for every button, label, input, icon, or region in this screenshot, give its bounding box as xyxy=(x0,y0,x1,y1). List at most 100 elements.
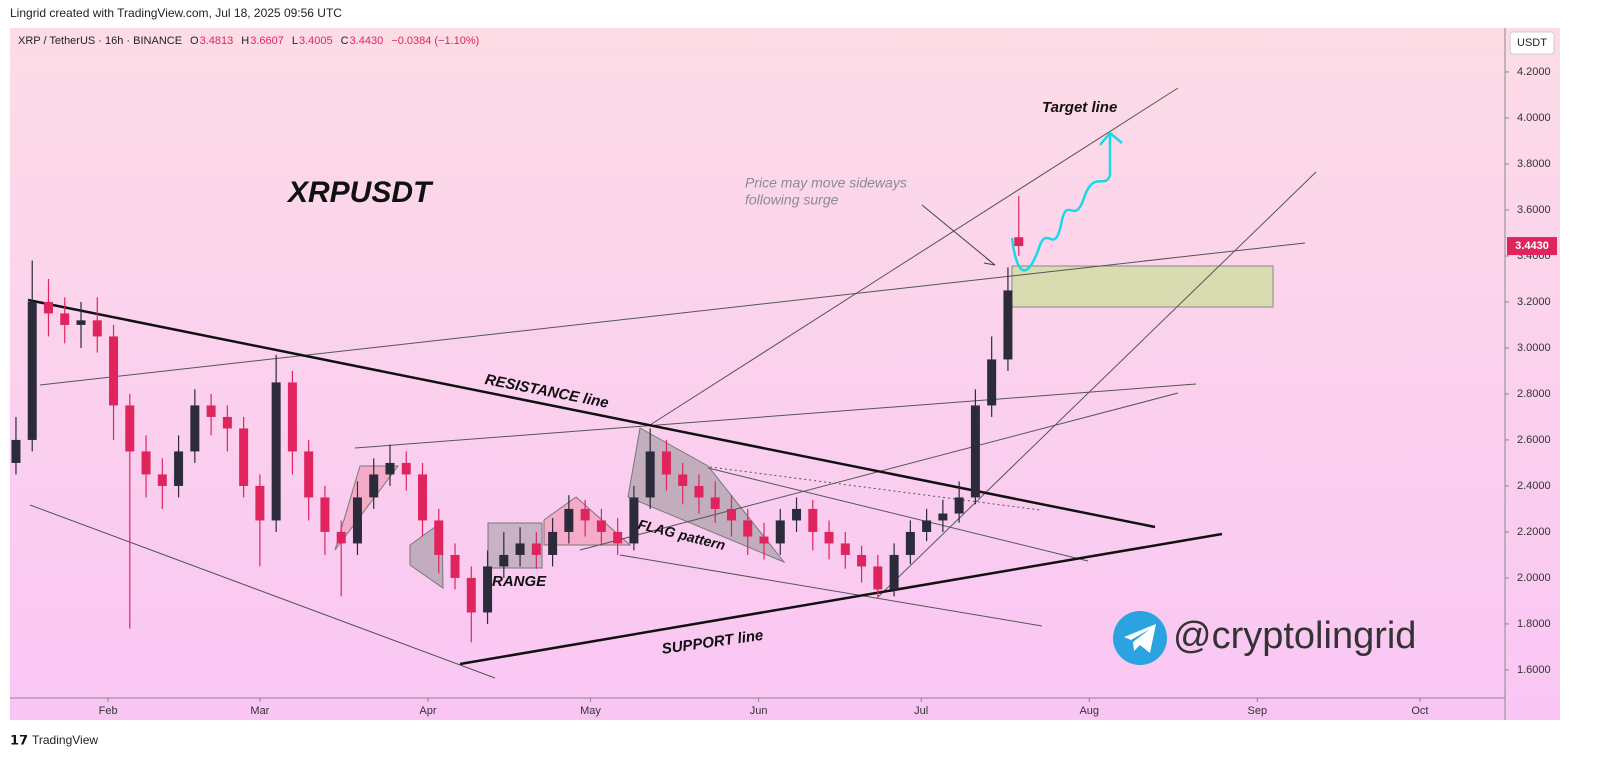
candle-body xyxy=(450,554,460,578)
trend-line xyxy=(39,242,1306,386)
candle-body xyxy=(1014,237,1024,247)
candle-body xyxy=(954,497,964,514)
candle-body xyxy=(174,451,184,486)
candle-body xyxy=(206,405,216,417)
brand-logo: 𝟭𝟳 xyxy=(10,732,28,747)
candle-body xyxy=(840,543,850,555)
y-tick-label: 2.6000 xyxy=(1517,434,1551,446)
legend-ohlc-label: L xyxy=(292,35,298,47)
last-price-label: 3.4430 xyxy=(1515,240,1549,252)
candle-body xyxy=(60,313,70,325)
axis-unit-box xyxy=(1509,31,1555,55)
candle-body xyxy=(857,554,867,567)
candle-body xyxy=(190,405,200,452)
candle-body xyxy=(694,485,704,498)
candle-body xyxy=(905,531,915,555)
y-tick-label: 3.2000 xyxy=(1517,296,1551,308)
candle-body xyxy=(970,405,980,498)
axis-unit: USDT xyxy=(1517,37,1547,49)
candle-body xyxy=(418,474,428,521)
target-zone xyxy=(1011,265,1274,308)
candle-body xyxy=(1003,290,1013,360)
candle-body xyxy=(43,301,53,314)
note: Price may move sideways xyxy=(745,175,907,191)
grid xyxy=(107,71,1509,702)
support-line xyxy=(459,532,1223,666)
legend-ohlc-value: 3.6607 xyxy=(250,35,284,47)
footer-brand: 𝟭𝟳 TradingView xyxy=(10,732,98,747)
candle-body xyxy=(678,474,688,486)
x-tick-label: Apr xyxy=(419,705,436,717)
candle-body xyxy=(710,497,720,509)
trend-line xyxy=(619,554,1043,627)
x-tick-label: Oct xyxy=(1411,705,1428,717)
candle-body xyxy=(385,462,395,475)
candle-body xyxy=(336,531,346,544)
candle-body xyxy=(564,508,574,532)
legend-ohlc-value: 3.4430 xyxy=(350,35,384,47)
trend-line xyxy=(707,467,1089,562)
candle-body xyxy=(645,451,655,498)
candle-body xyxy=(434,520,444,555)
trend-line xyxy=(649,87,1179,426)
candles xyxy=(11,195,1024,643)
trend-line xyxy=(877,171,1317,598)
trend-line xyxy=(29,504,496,679)
last-price-box xyxy=(1507,237,1557,256)
x-tick-label: Feb xyxy=(99,705,118,717)
brand: TradingView xyxy=(32,733,98,747)
legend-ohlc-label: C xyxy=(341,35,349,47)
candle-body xyxy=(27,301,37,440)
note: following surge xyxy=(745,192,839,208)
candle-body xyxy=(580,508,590,521)
legend-ohlc-value: 3.4813 xyxy=(200,35,234,47)
legend-ohlc-label: H xyxy=(241,35,249,47)
candle-body xyxy=(873,566,883,590)
resistance-line xyxy=(27,298,1156,529)
telegram-plane xyxy=(1124,624,1156,653)
handle: @cryptolingrid xyxy=(1173,615,1416,657)
triangle-shape xyxy=(334,465,399,551)
candle-body xyxy=(824,531,834,544)
candle-body xyxy=(466,577,476,613)
candle-body xyxy=(76,320,86,325)
candle-body xyxy=(922,520,932,532)
candle-body xyxy=(515,543,525,555)
y-tick-label: 4.0000 xyxy=(1517,112,1551,124)
x-tick-label: Jul xyxy=(914,705,928,717)
candle-body xyxy=(613,531,623,544)
candle-body xyxy=(352,497,362,544)
y-tick-label: 2.8000 xyxy=(1517,388,1551,400)
target-label: Target line xyxy=(1042,99,1117,116)
candle-body xyxy=(889,554,899,590)
candle-body xyxy=(792,508,802,521)
candle-body xyxy=(369,474,379,498)
dotted-line xyxy=(709,466,1041,511)
legend-ohlc-value: 3.4005 xyxy=(299,35,333,47)
candle-body xyxy=(109,336,119,406)
candle-body xyxy=(661,451,671,475)
projection-path xyxy=(1010,131,1123,272)
candle-body xyxy=(255,485,265,521)
candle-body xyxy=(401,462,411,475)
trend-lines xyxy=(27,87,1317,679)
x-tick-label: Jun xyxy=(750,705,768,717)
candle-body xyxy=(157,474,167,486)
y-tick-label: 1.6000 xyxy=(1517,664,1551,676)
x-tick-label: Sep xyxy=(1247,705,1267,717)
y-tick-label: 3.8000 xyxy=(1517,158,1551,170)
candle-body xyxy=(596,520,606,532)
chart-background xyxy=(10,28,1560,720)
range-label: RANGE xyxy=(492,573,547,590)
trend-line xyxy=(354,383,1197,449)
y-tick-label: 2.0000 xyxy=(1517,572,1551,584)
candle-body xyxy=(304,451,314,498)
legend-symbol: XRP / TetherUS · 16h · BINANCE xyxy=(18,35,182,47)
candle-body xyxy=(531,543,541,555)
y-tick-label: 3.6000 xyxy=(1517,204,1551,216)
x-tick-label: Mar xyxy=(250,705,269,717)
candle-body xyxy=(222,416,232,429)
candle-body xyxy=(759,536,769,544)
note-arrow xyxy=(921,204,996,266)
